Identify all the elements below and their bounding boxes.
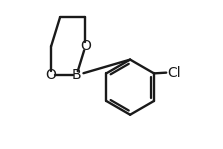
- Text: Cl: Cl: [167, 66, 181, 80]
- Text: B: B: [72, 68, 81, 82]
- Text: O: O: [46, 68, 57, 82]
- Text: O: O: [80, 39, 91, 53]
